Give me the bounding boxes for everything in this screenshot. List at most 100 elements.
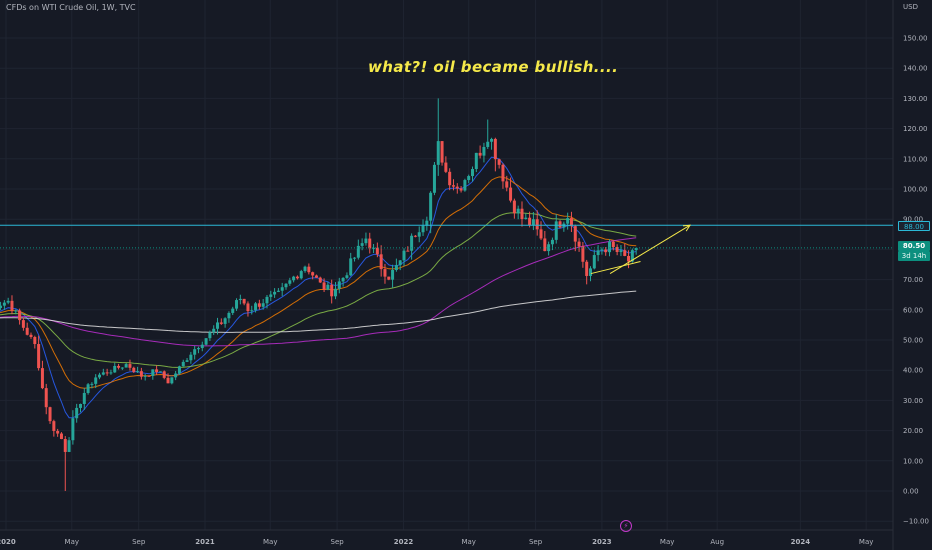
candle-body [158, 371, 162, 373]
candle-body [444, 162, 448, 172]
candle-body [177, 366, 181, 374]
candle-body [56, 430, 60, 434]
candle-body [242, 298, 246, 304]
price-axis[interactable]: 150.00 140.00 130.00 120.00 110.00 100.00 90.0… [903, 35, 929, 526]
candle-body [421, 225, 425, 233]
candle-body [37, 344, 41, 369]
candle-body [493, 138, 497, 160]
time-axis[interactable]: 2020 May Sep 2021 May Sep 2022 May Sep 2023 May Aug… [0, 538, 873, 546]
candle-body [208, 332, 212, 339]
x-tick-label: May [65, 538, 79, 546]
candle-body [265, 296, 269, 304]
candle-body [25, 327, 29, 335]
candle-body [569, 218, 573, 227]
x-tick-label: May [461, 538, 475, 546]
symbol-title[interactable]: CFDs on WTI Crude Oil, 1W, TVC [6, 3, 136, 12]
candle-body [318, 277, 322, 283]
bar-countdown-label: 3d 14h [898, 251, 930, 261]
candle-body [436, 141, 440, 165]
candle-body [280, 287, 284, 291]
candle-body [196, 348, 200, 350]
candle-body [634, 247, 638, 251]
candle-body [86, 384, 90, 393]
candle-body [543, 238, 547, 252]
y-tick-label: 140.00 [903, 65, 928, 73]
candle-body [482, 146, 486, 156]
drawings [590, 224, 691, 275]
y-tick-label: 0.00 [903, 488, 919, 496]
flash-icon[interactable]: ⚡ [620, 520, 632, 532]
candle-body [330, 284, 334, 297]
candle-body [94, 377, 98, 384]
candle-body [307, 266, 311, 273]
candle-body [10, 300, 14, 311]
y-tick-label: 20.00 [903, 427, 923, 435]
candle-body [189, 354, 193, 361]
candle-body [75, 407, 79, 419]
candle-body [531, 219, 535, 226]
candle-body [101, 372, 105, 375]
candle-body [29, 334, 33, 338]
candle-body [474, 152, 478, 170]
candle-body [410, 235, 414, 251]
candle-body [337, 281, 341, 289]
candle-body [379, 254, 383, 270]
candle-body [535, 219, 539, 230]
candle-body [257, 303, 261, 307]
candle-body [78, 403, 82, 408]
candle-body [619, 250, 623, 253]
candle-body [512, 200, 516, 214]
candle-body [375, 247, 379, 255]
ema-21-line [0, 176, 637, 389]
candle-body [345, 275, 349, 278]
candle-body [273, 291, 277, 295]
candle-body [303, 266, 307, 272]
candle-body [585, 261, 589, 276]
candle-body [269, 294, 273, 297]
candle-body [288, 280, 292, 284]
candle-body [2, 302, 6, 306]
candle-body [413, 235, 417, 237]
candle-body [509, 187, 513, 201]
candle-body [174, 373, 178, 378]
candle-body [608, 241, 612, 253]
candle-body [181, 361, 185, 367]
y-tick-label: 50.00 [903, 337, 923, 345]
candle-body [455, 186, 459, 189]
candle-body [311, 272, 315, 276]
ma-200-line [0, 290, 637, 333]
candle-body [227, 312, 231, 319]
candle-body [238, 298, 242, 301]
candle-body [615, 247, 619, 253]
x-tick-label: Sep [132, 538, 146, 546]
y-tick-label: 10.00 [903, 457, 923, 465]
resistance-price-label: 88.00 [898, 221, 930, 231]
x-tick-label: May [660, 538, 674, 546]
y-tick-label: 30.00 [903, 397, 923, 405]
x-tick-label: 2023 [592, 538, 612, 546]
candle-body [356, 245, 360, 258]
candle-body [349, 258, 353, 276]
candle-body [292, 276, 296, 281]
candle-body [151, 369, 155, 376]
candle-body [82, 392, 86, 404]
candlestick-series [0, 98, 638, 491]
candle-body [143, 375, 147, 377]
candle-body [132, 367, 136, 372]
candle-body [59, 433, 63, 440]
candle-body [539, 229, 543, 239]
candle-body [71, 418, 75, 441]
candle-body [48, 407, 52, 422]
annotation-text[interactable]: what?! oil became bullish.... [368, 58, 619, 76]
candle-body [139, 371, 143, 377]
ma-100-line [0, 237, 637, 347]
candle-body [627, 255, 631, 262]
candle-body [471, 169, 475, 177]
candle-body [155, 369, 159, 372]
candle-body [402, 250, 406, 261]
candle-body [341, 277, 345, 282]
x-tick-label: Aug [710, 538, 724, 546]
candle-body [486, 141, 490, 147]
candle-body [360, 243, 364, 246]
